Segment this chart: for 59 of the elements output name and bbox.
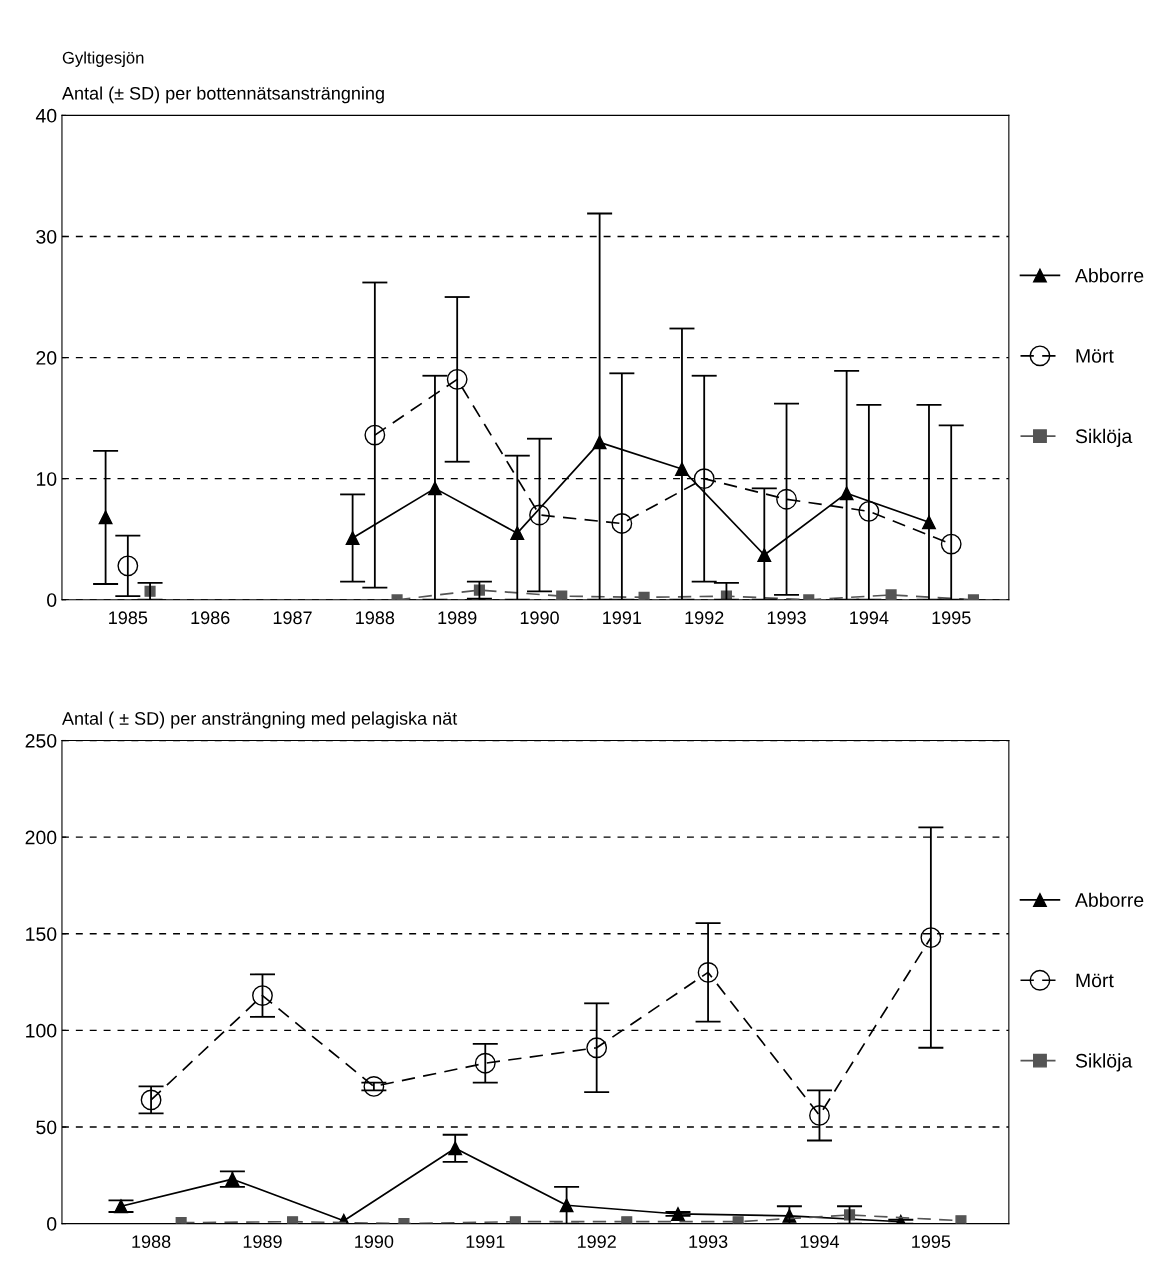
x-tick-label: 1992: [577, 1235, 616, 1248]
y-tick-label: 0: [47, 1217, 57, 1231]
x-tick-label: 1990: [520, 611, 559, 625]
point: [117, 555, 139, 577]
x-tick-label: 1989: [438, 611, 477, 625]
y-tick-label: 30: [36, 229, 57, 244]
legend-label: Mört: [1076, 973, 1114, 988]
x-tick-label: 1994: [800, 1235, 840, 1248]
point: [473, 584, 485, 596]
point: [363, 1075, 385, 1097]
point: [885, 589, 897, 600]
x-tick-label: 1993: [767, 611, 806, 625]
legend-label: Siklöja: [1075, 428, 1133, 447]
point: [955, 1215, 967, 1224]
y-tick-label: 150: [26, 927, 57, 941]
point: [446, 368, 468, 390]
x-tick-label: 1995: [932, 611, 971, 625]
point: [776, 488, 797, 510]
point: [474, 1052, 496, 1074]
y-tick-label: 40: [35, 108, 57, 123]
y-tick-label: 20: [36, 351, 57, 365]
x-tick-label: 1991: [466, 1235, 505, 1248]
point: [364, 424, 386, 446]
y-tick-label: 100: [26, 1023, 57, 1038]
point: [252, 985, 273, 1007]
point: [920, 927, 942, 949]
point: [611, 513, 633, 534]
point: [586, 1037, 608, 1059]
y-tick-label: 200: [25, 830, 57, 845]
x-tick-label: 1992: [685, 611, 724, 625]
y-axis-title: Antal ( ± SD) per ansträngning med pelagiska nät: [61, 711, 458, 729]
x-tick-label: 1991: [603, 611, 642, 625]
x-tick-label: 1989: [243, 1235, 282, 1248]
x-tick-label: 1988: [132, 1235, 171, 1248]
point: [809, 1104, 830, 1126]
point: [858, 500, 880, 522]
x-tick-label: 1990: [355, 1235, 394, 1248]
y-tick-label: 250: [25, 733, 57, 748]
point: [693, 468, 715, 490]
x-tick-label: 1985: [109, 611, 148, 625]
point: [843, 1209, 856, 1221]
y-tick-label: 0: [47, 593, 57, 607]
x-tick-label: 1986: [191, 611, 230, 625]
x-tick-label: 1994: [850, 611, 889, 625]
point: [697, 961, 719, 983]
x-tick-label: 1988: [356, 611, 395, 625]
point: [529, 504, 550, 526]
legend-label: Abborre: [1075, 268, 1144, 283]
y-axis-title: Antal (± SD) per bottennätsansträngning: [61, 86, 384, 104]
x-tick-label: 1995: [912, 1235, 951, 1248]
legend-label: Abborre: [1075, 892, 1144, 907]
y-tick-label: 50: [36, 1120, 57, 1135]
legend-label: Siklöja: [1075, 1053, 1133, 1072]
legend-label: Mört: [1076, 349, 1114, 363]
y-tick-label: 10: [36, 472, 57, 486]
point: [940, 533, 962, 555]
chart-title: Gyltigesjön: [62, 51, 144, 67]
x-tick-label: 1993: [689, 1235, 728, 1248]
x-tick-label: 1987: [273, 611, 312, 625]
